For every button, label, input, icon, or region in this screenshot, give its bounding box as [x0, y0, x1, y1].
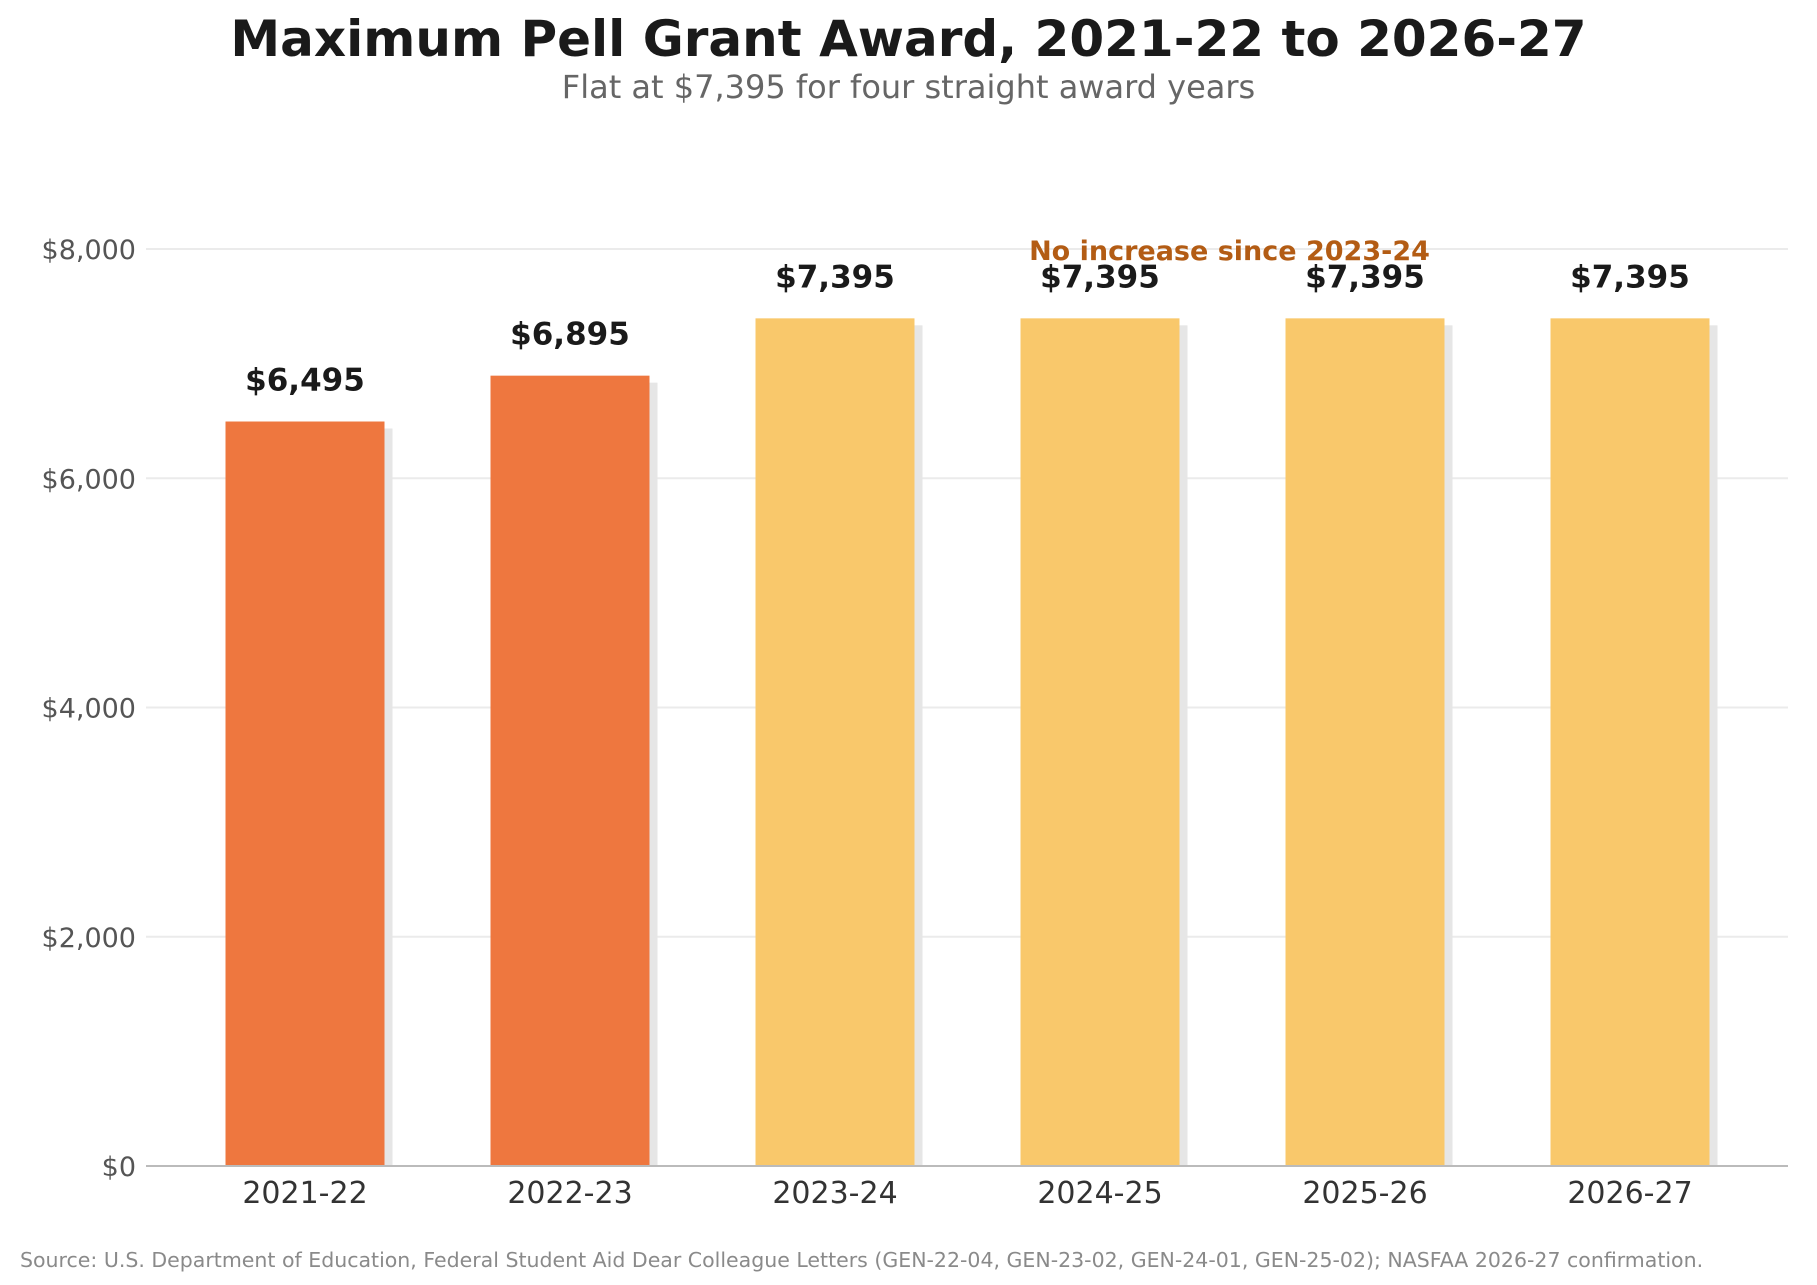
bar-2023-24 — [755, 318, 915, 1166]
chart-annotation: No increase since 2023-24 — [1029, 236, 1430, 267]
y-tick-label: $4,000 — [42, 694, 136, 725]
y-tick-label: $8,000 — [42, 235, 136, 266]
data-label: $6,895 — [510, 317, 630, 353]
chart-subtitle: Flat at $7,395 for four straight award y… — [561, 68, 1256, 106]
y-tick-label: $2,000 — [42, 923, 136, 954]
y-tick-label: $6,000 — [42, 464, 136, 495]
chart-source-note: Source: U.S. Department of Education, Fe… — [20, 1248, 1704, 1272]
x-tick-label: 2024-25 — [1037, 1176, 1162, 1211]
grid-lines — [146, 248, 1788, 938]
x-tick-label: 2026-27 — [1567, 1176, 1692, 1211]
y-tick-label: $0 — [102, 1152, 136, 1183]
bar-2021-22 — [225, 421, 385, 1166]
bar-2024-25 — [1020, 318, 1180, 1166]
bar-2022-23 — [490, 375, 650, 1166]
data-labels: $6,495 $6,895 $7,395 $7,395 $7,395 $7,395 — [245, 259, 1690, 398]
x-tick-label: 2021-22 — [242, 1176, 367, 1211]
x-tick-label: 2022-23 — [507, 1176, 632, 1211]
chart-title: Maximum Pell Grant Award, 2021-22 to 202… — [230, 10, 1587, 68]
data-label: $6,495 — [245, 363, 365, 399]
bars — [225, 318, 1710, 1166]
x-tick-label: 2025-26 — [1302, 1176, 1427, 1211]
data-label: $7,395 — [1040, 259, 1160, 295]
data-label: $7,395 — [775, 259, 895, 295]
bar-shadows — [233, 325, 1718, 1166]
data-label: $7,395 — [1305, 259, 1425, 295]
x-tick-label: 2023-24 — [772, 1176, 897, 1211]
bar-2026-27 — [1550, 318, 1710, 1166]
bar-2025-26 — [1285, 318, 1445, 1166]
data-label: $7,395 — [1570, 259, 1690, 295]
axes: $0 $2,000 $4,000 $6,000 $8,000 2021-22 2022-23… — [42, 235, 1788, 1211]
